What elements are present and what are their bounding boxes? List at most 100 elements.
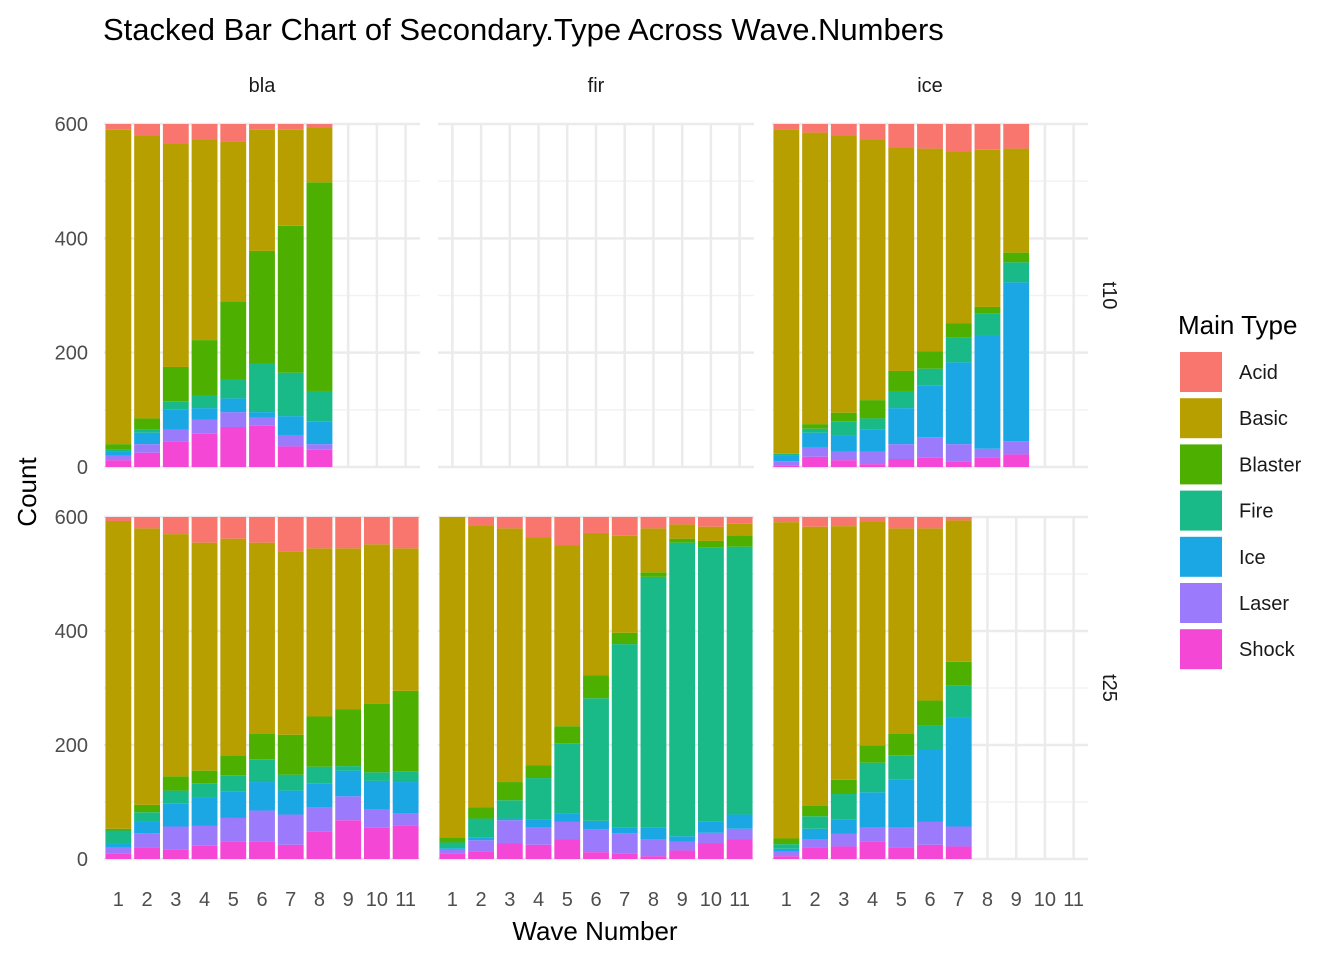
bar-segment-ice-wave-3: [830, 819, 857, 834]
bar-segment-ice-wave-1: [773, 455, 800, 462]
x-tick-label: 11: [1063, 889, 1084, 911]
bar-segment-basic-wave-9: [335, 548, 362, 710]
bar-segment-basic-wave-6: [917, 528, 943, 701]
facet-strip-bla: bla: [249, 75, 277, 97]
bar-segment-blaster-wave-6: [583, 675, 609, 699]
bar-segment-ice-wave-2: [134, 821, 161, 834]
bar-segment-laser-wave-5: [888, 827, 915, 848]
bar-segment-fire-wave-11: [726, 546, 753, 815]
bar-segment-fire-wave-2: [134, 812, 161, 822]
bar-segment-ice-wave-6: [917, 748, 943, 822]
bar-segment-shock-wave-8: [974, 457, 1001, 467]
legend-label-ice: Ice: [1239, 547, 1266, 569]
bar-segment-acid-wave-6: [917, 517, 943, 529]
bar-segment-fire-wave-6: [917, 368, 943, 386]
x-tick-label: 3: [838, 889, 849, 911]
legend-title: Main Type: [1178, 310, 1297, 340]
bar-segment-ice-wave-9: [669, 836, 696, 842]
bar-segment-basic-wave-7: [611, 535, 638, 633]
bar-segment-ice-wave-7: [277, 790, 304, 815]
bar-segment-ice-wave-11: [392, 782, 419, 814]
bar-segment-ice-wave-6: [249, 412, 275, 418]
x-tick-label: 4: [199, 889, 210, 911]
bar-segment-laser-wave-11: [726, 828, 753, 840]
bar-segment-blaster-wave-2: [802, 805, 829, 817]
bar-segment-blaster-wave-7: [945, 323, 972, 338]
bar-segment-basic-wave-11: [726, 523, 753, 536]
bar-segment-fire-wave-3: [162, 401, 189, 410]
bar-segment-laser-wave-8: [306, 444, 333, 450]
bar-segment-shock-wave-11: [726, 839, 753, 859]
bar-segment-shock-wave-4: [859, 841, 886, 859]
bar-segment-ice-wave-9: [1003, 282, 1030, 442]
bar-segment-shock-wave-7: [611, 853, 638, 859]
bar-segment-blaster-wave-1: [439, 837, 466, 843]
bar-segment-ice-wave-6: [249, 782, 275, 811]
bar-segment-fire-wave-6: [249, 759, 275, 783]
bar-segment-laser-wave-3: [830, 451, 857, 461]
bar-segment-acid-wave-4: [191, 124, 218, 141]
bar-segment-acid-wave-11: [392, 517, 419, 549]
y-tick-label: 0: [77, 849, 88, 871]
bar-segment-shock-wave-9: [669, 850, 696, 859]
bar-segment-laser-wave-8: [306, 807, 333, 832]
bar-segment-shock-wave-3: [496, 843, 523, 859]
bar-segment-acid-wave-5: [220, 517, 247, 539]
bar-segment-blaster-wave-11: [392, 690, 419, 772]
bar-segment-fire-wave-7: [611, 644, 638, 828]
bar-segment-fire-wave-3: [830, 421, 857, 436]
facet-strip-t10: t10: [1098, 282, 1120, 310]
bar-segment-fire-wave-7: [945, 337, 972, 363]
bar-segment-blaster-wave-6: [917, 351, 943, 369]
legend-label-fire: Fire: [1239, 501, 1273, 523]
bar-segment-shock-wave-2: [802, 847, 829, 859]
bar-segment-laser-wave-3: [162, 826, 189, 850]
bar-segment-basic-wave-1: [105, 520, 132, 829]
bar-segment-ice-wave-2: [468, 837, 495, 841]
bar-segment-ice-wave-3: [162, 803, 189, 827]
bar-segment-laser-wave-6: [583, 829, 609, 853]
x-tick-label: 10: [700, 889, 722, 911]
bar-segment-blaster-wave-7: [945, 661, 972, 686]
bar-segment-blaster-wave-4: [525, 765, 552, 779]
bar-segment-blaster-wave-1: [105, 828, 132, 831]
bar-segment-acid-wave-9: [335, 517, 362, 549]
bar-segment-laser-wave-6: [917, 437, 943, 458]
x-tick-label: 4: [867, 889, 878, 911]
bar-segment-shock-wave-8: [306, 449, 333, 467]
y-tick-label: 400: [55, 621, 88, 643]
bar-segment-ice-wave-7: [611, 827, 638, 834]
bar-segment-shock-wave-3: [830, 460, 857, 467]
bar-segment-basic-wave-9: [1003, 148, 1030, 253]
bar-segment-acid-wave-8: [306, 124, 333, 129]
bar-segment-fire-wave-6: [249, 363, 275, 413]
bar-segment-basic-wave-3: [162, 144, 189, 367]
bar-segment-fire-wave-7: [277, 774, 304, 791]
bar-segment-acid-wave-5: [888, 124, 915, 149]
legend-key-acid: [1180, 352, 1222, 392]
bar-segment-laser-wave-7: [945, 826, 972, 847]
bar-segment-blaster-wave-4: [191, 770, 218, 784]
x-tick-label: 2: [476, 889, 487, 911]
bar-segment-fire-wave-8: [640, 576, 667, 828]
bar-segment-basic-wave-1: [105, 129, 132, 445]
bar-segment-acid-wave-7: [277, 517, 304, 552]
bar-segment-laser-wave-4: [859, 827, 886, 842]
bar-segment-laser-wave-1: [105, 455, 132, 461]
bar-segment-acid-wave-10: [363, 517, 390, 545]
x-tick-label: 8: [314, 889, 325, 911]
x-axis-title: Wave Number: [512, 916, 678, 946]
bar-segment-basic-wave-7: [945, 152, 972, 324]
panel-fir-t25: 1 2 3 4 5 6 7 8 9 10 11: [438, 515, 754, 911]
x-tick-label: 8: [648, 889, 659, 911]
x-tick-label: 1: [781, 889, 792, 911]
x-tick-label: 2: [810, 889, 821, 911]
bar-segment-blaster-wave-9: [1003, 252, 1030, 263]
bar-segment-acid-wave-5: [554, 517, 581, 546]
x-tick-label: 5: [896, 889, 907, 911]
bar-segment-fire-wave-4: [191, 783, 218, 798]
bar-segment-fire-wave-8: [306, 766, 333, 784]
bar-segment-basic-wave-5: [888, 528, 915, 734]
bar-segment-acid-wave-6: [249, 124, 275, 130]
bar-segment-acid-wave-4: [859, 124, 886, 141]
